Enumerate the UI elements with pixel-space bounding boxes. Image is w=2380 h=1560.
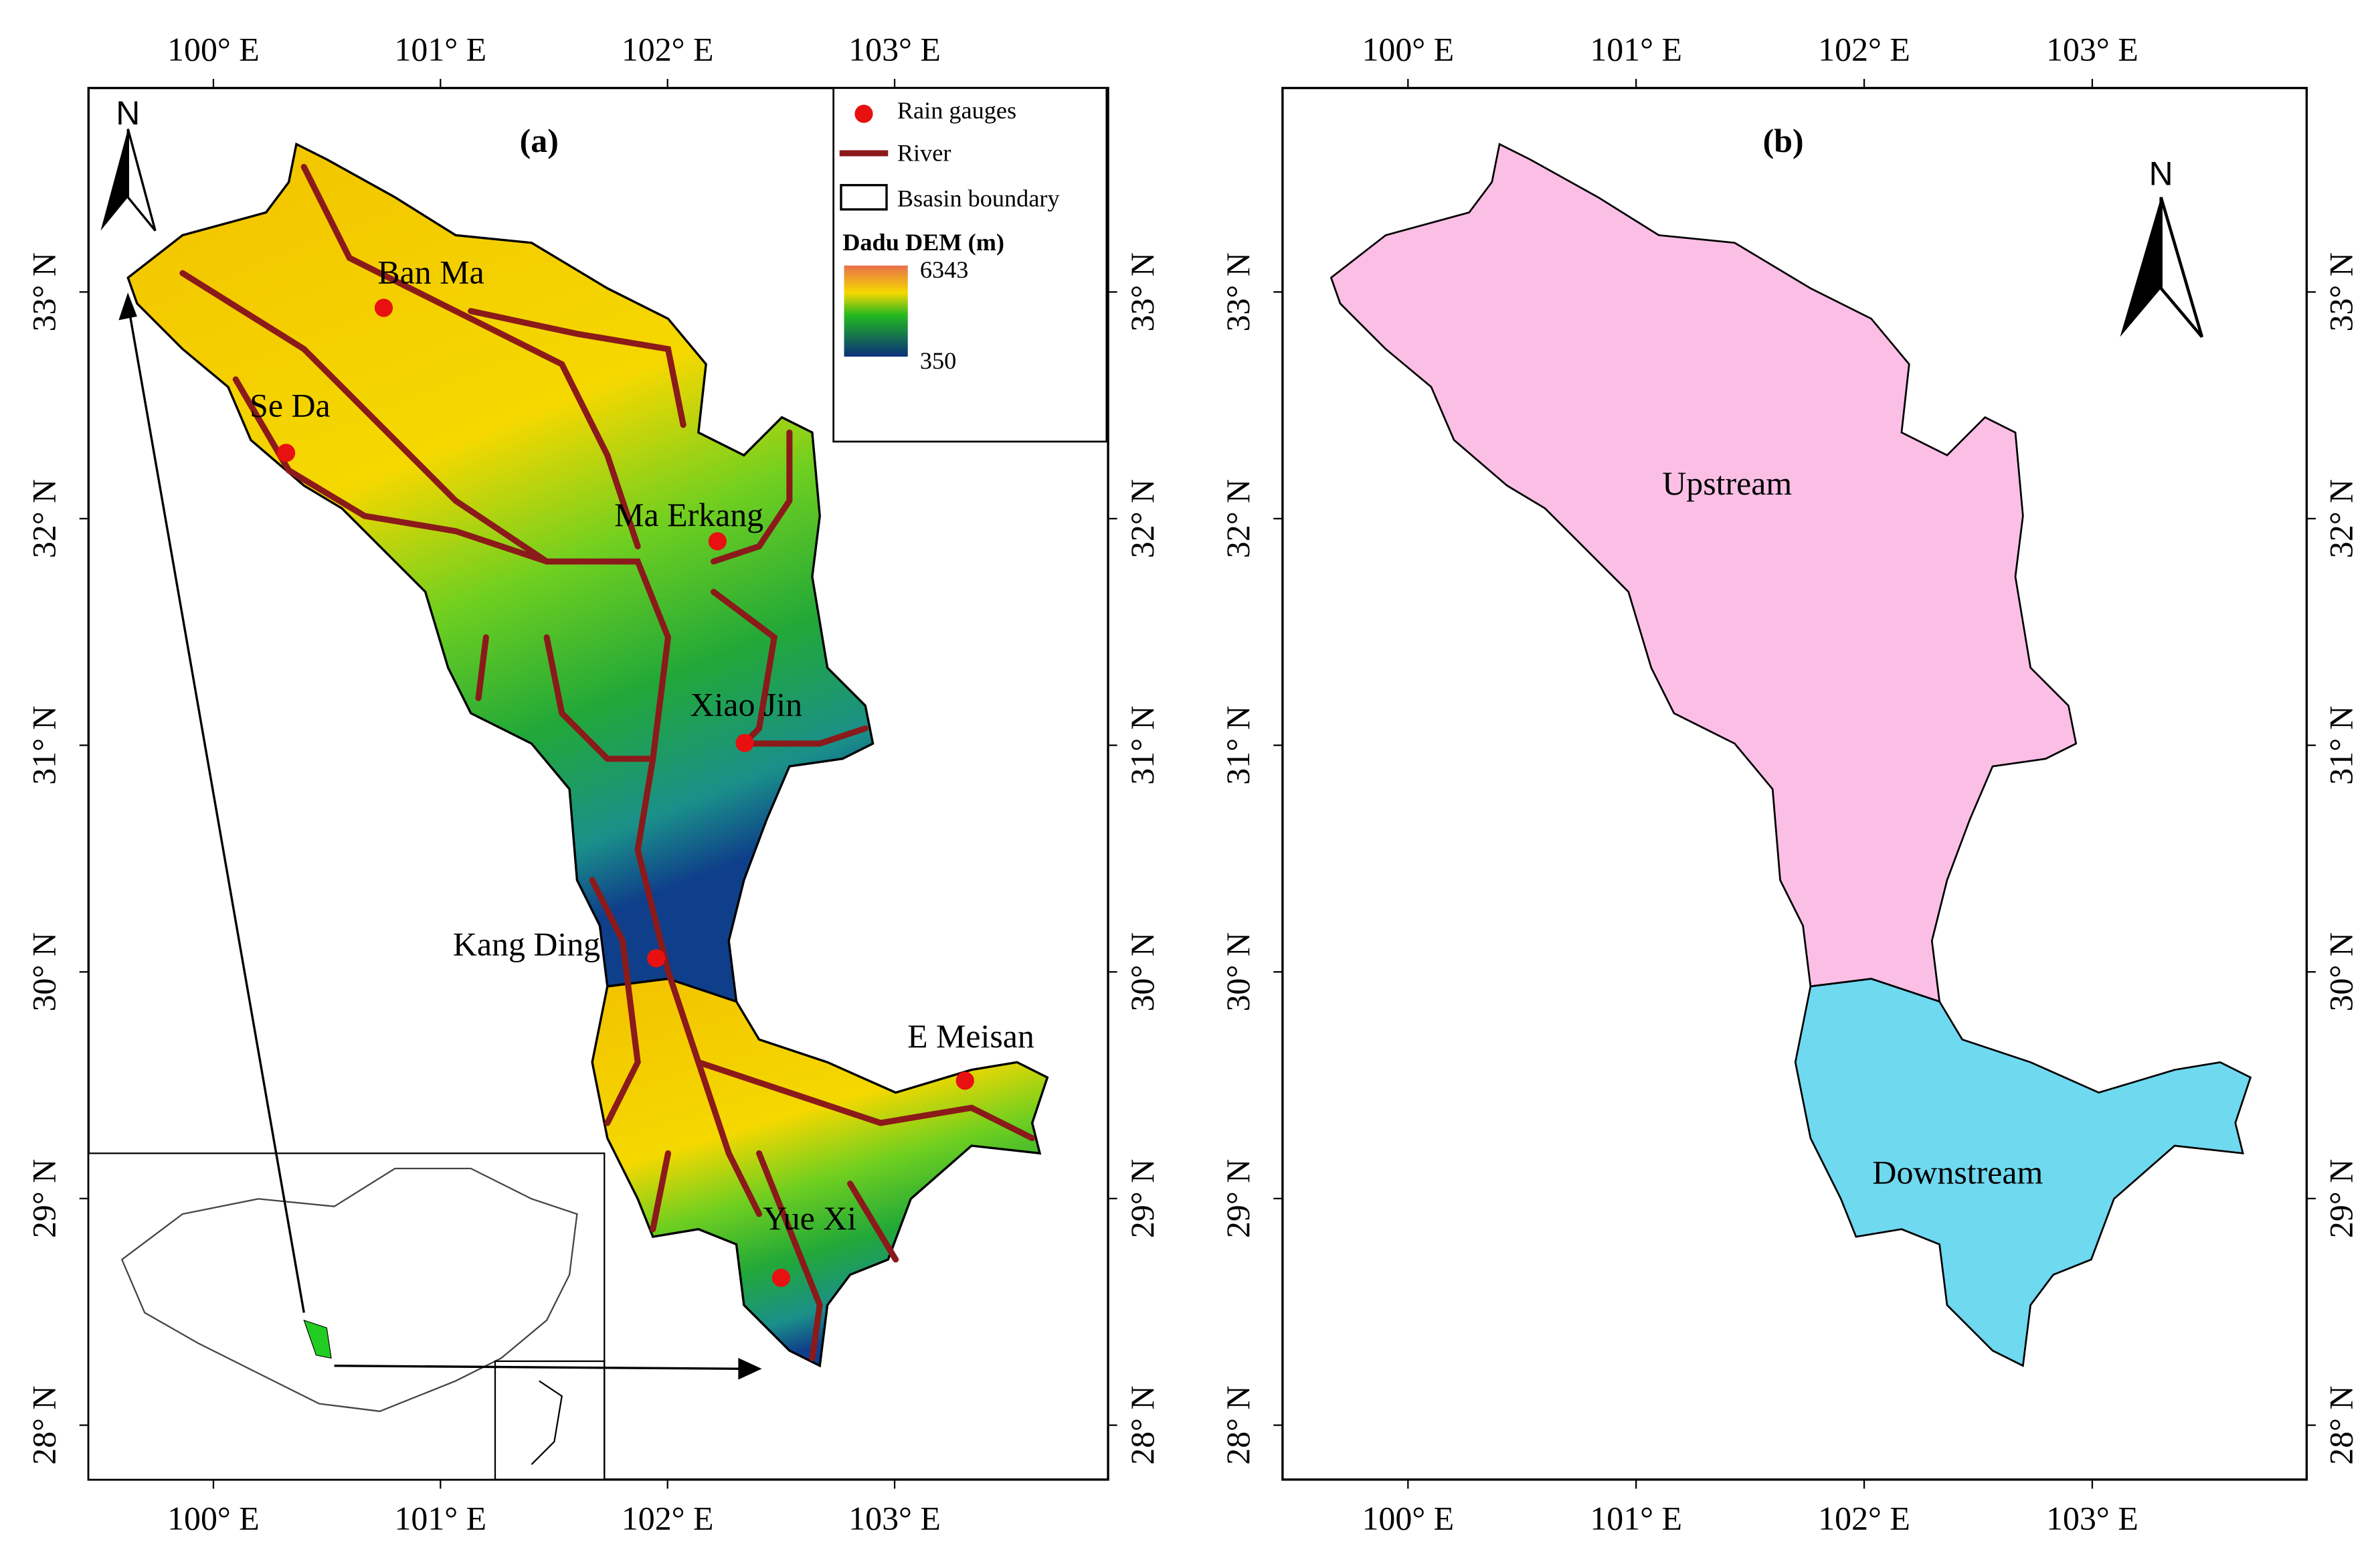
lat-tick-label: 32° N (1124, 479, 1161, 558)
lon-tick-label: 102° E (622, 1500, 714, 1537)
lat-tick-label: 29° N (25, 1159, 62, 1238)
gauge-label: Ma Erkang (614, 497, 763, 533)
lat-tick-label: 28° N (1220, 1385, 1257, 1464)
lat-tick-label: 31° N (1124, 705, 1161, 784)
lat-tick-label: 32° N (2322, 479, 2359, 558)
lon-tick-label: 100° E (1362, 31, 1454, 68)
gauge-label: Kang Ding (453, 926, 600, 962)
colorbar-max: 6343 (920, 256, 969, 283)
north-label: N (116, 94, 140, 132)
lon-tick-label: 101° E (394, 31, 486, 68)
lat-tick-label: 28° N (1124, 1385, 1161, 1464)
lat-tick-label: 29° N (2322, 1159, 2359, 1238)
lat-tick-label: 31° N (2322, 705, 2359, 784)
lon-tick-label: 102° E (622, 31, 714, 68)
legend (832, 87, 1108, 443)
lat-tick-label: 33° N (25, 252, 62, 331)
lat-tick-label: 28° N (25, 1385, 62, 1464)
inset-arrows (118, 292, 762, 1380)
lon-tick-label: 100° E (167, 1500, 260, 1537)
rain-gauge (771, 1268, 790, 1288)
lon-tick-label: 102° E (1818, 1500, 1910, 1537)
legend-label: Rain gauges (897, 97, 1016, 124)
rain-gauge (647, 949, 666, 968)
lat-tick-label: 29° N (1220, 1159, 1257, 1238)
lon-tick-label: 103° E (848, 31, 941, 68)
lon-tick-label: 103° E (848, 1500, 941, 1537)
legend-label: Bsasin boundary (897, 185, 1060, 211)
gauge-label: Yue Xi (763, 1200, 856, 1237)
lon-tick-label: 103° E (2046, 1500, 2138, 1537)
rain-gauge (955, 1071, 974, 1090)
gauge-label: E Meisan (907, 1018, 1034, 1055)
lat-tick-label: 31° N (1220, 705, 1257, 784)
colorbar-min: 350 (920, 347, 956, 374)
region-label: Downstream (1872, 1154, 2043, 1191)
lat-tick-label: 30° N (1220, 932, 1257, 1011)
rain-gauge (276, 444, 296, 462)
north-arrow (100, 128, 157, 232)
lon-tick-label: 100° E (1362, 1500, 1454, 1537)
rain-gauge (735, 733, 754, 752)
legend-title: Dadu DEM (m) (842, 229, 1004, 256)
north-arrow (2120, 197, 2204, 338)
lat-tick-label: 33° N (2322, 252, 2359, 331)
lat-tick-label: 29° N (1124, 1159, 1161, 1238)
basin-regions (1330, 143, 2252, 1367)
inset-china (88, 1152, 606, 1480)
gauge-label: Ban Ma (377, 254, 484, 291)
lon-tick-label: 100° E (167, 31, 260, 68)
gauge-label: Xiao Jin (690, 686, 802, 723)
lat-tick-label: 28° N (2322, 1385, 2359, 1464)
panel-b-frame (1281, 86, 2308, 1481)
lat-tick-label: 32° N (25, 479, 62, 558)
legend-label: River (897, 139, 951, 166)
north-label: N (2149, 155, 2173, 193)
lat-tick-label: 31° N (25, 705, 62, 784)
rain-gauge (708, 532, 727, 551)
lon-tick-label: 101° E (394, 1500, 486, 1537)
lat-tick-label: 32° N (1220, 479, 1257, 558)
lon-tick-label: 101° E (1590, 31, 1682, 68)
lat-tick-label: 30° N (1124, 932, 1161, 1011)
gauge-label: Se Da (250, 387, 331, 424)
rivers (179, 163, 1036, 1361)
rain-gauge (374, 298, 393, 317)
region-label: Upstream (1662, 465, 1792, 502)
lon-tick-label: 102° E (1818, 31, 1910, 68)
lat-tick-label: 33° N (1124, 252, 1161, 331)
lon-tick-label: 101° E (1590, 1500, 1682, 1537)
lon-tick-label: 103° E (2046, 31, 2138, 68)
panel-label: (a) (520, 122, 559, 159)
lat-tick-label: 30° N (2322, 932, 2359, 1011)
lat-tick-label: 30° N (25, 932, 62, 1011)
panel-label: (b) (1763, 122, 1804, 159)
lat-tick-label: 33° N (1220, 252, 1257, 331)
